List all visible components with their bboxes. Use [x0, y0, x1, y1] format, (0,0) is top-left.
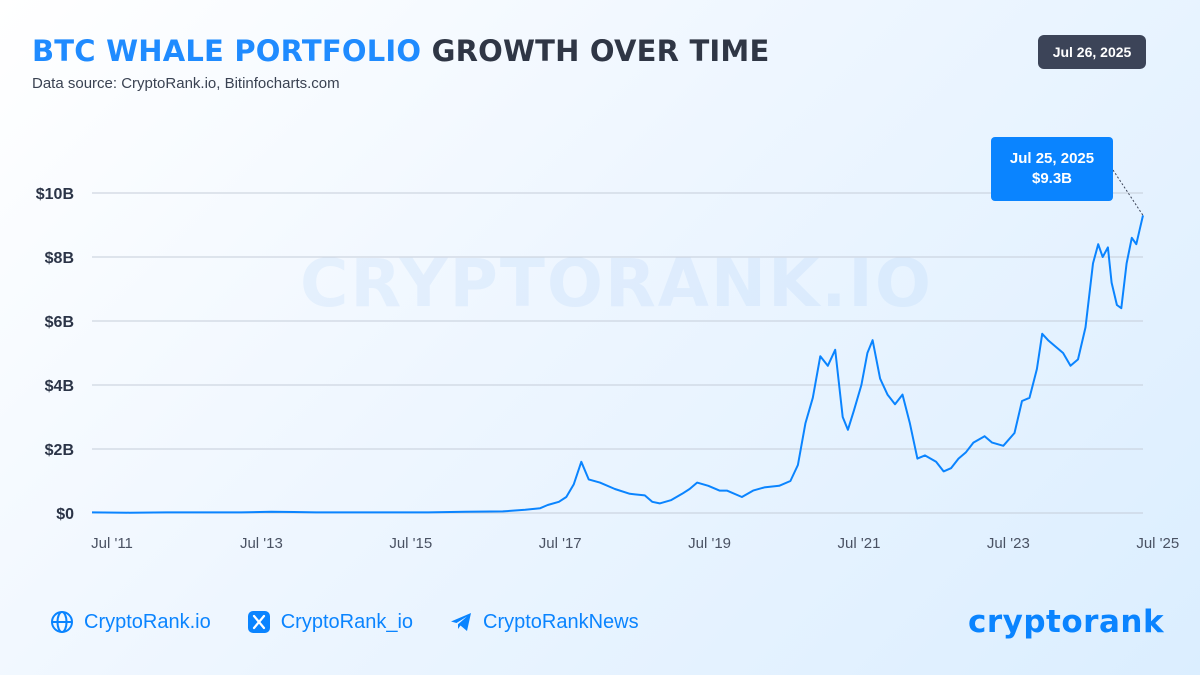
x-tick-label: Jul '25 [1136, 535, 1179, 552]
x-logo-icon [247, 611, 270, 633]
data-source-subtitle: Data source: CryptoRank.io, Bitinfochart… [32, 75, 340, 92]
x-handle-label: CryptoRank_io [280, 610, 414, 633]
title-highlight: BTC WHALE PORTFOLIO [32, 34, 422, 68]
callout-connector [1112, 169, 1144, 216]
x-tick-label: Jul '13 [240, 535, 283, 552]
latest-value-callout: Jul 25, 2025 $9.3B [991, 137, 1113, 201]
watermark-text: CRYPTORANK.IO [300, 245, 933, 322]
y-tick-label: $2B [45, 442, 74, 459]
y-tick-label: $10B [36, 186, 74, 203]
y-tick-label: $8B [45, 250, 74, 267]
telegram-label: CryptoRankNews [483, 610, 639, 633]
y-tick-label: $4B [45, 378, 74, 395]
x-tick-label: Jul '15 [389, 535, 432, 552]
brand-logo: cryptorank [968, 604, 1165, 640]
callout-value: $9.3B [1031, 170, 1073, 187]
x-link[interactable]: CryptoRank_io [247, 610, 413, 634]
x-axis-tick-labels: Jul '11 Jul '13 Jul '15 Jul '17 Jul '19 Jul '… [91, 535, 1179, 552]
telegram-link[interactable]: CryptoRankNews [449, 610, 639, 634]
x-tick-label: Jul '17 [539, 535, 582, 552]
website-link[interactable]: CryptoRank.io [50, 610, 211, 634]
chart-title: BTC WHALE PORTFOLIO GROWTH OVER TIME [32, 34, 769, 68]
x-tick-label: Jul '23 [987, 535, 1030, 552]
callout-date: Jul 25, 2025 [1009, 150, 1095, 167]
telegram-icon [451, 613, 472, 631]
globe-icon [51, 611, 73, 633]
series-line-0 [91, 215, 1144, 514]
website-label: CryptoRank.io [84, 610, 211, 633]
footer-links: CryptoRank.io CryptoRank_io CryptoRankNe… [50, 610, 639, 634]
series-group [91, 169, 1144, 514]
grid-lines [92, 192, 1143, 514]
date-badge: Jul 26, 2025 [1038, 35, 1146, 69]
x-tick-label: Jul '19 [688, 535, 731, 552]
title-rest: GROWTH OVER TIME [431, 34, 770, 68]
x-tick-label: Jul '11 [91, 535, 133, 552]
y-tick-label: $0 [56, 506, 74, 523]
y-axis-tick-labels: $0 $2B $4B $6B $8B $10B [36, 186, 74, 523]
x-tick-label: Jul '21 [838, 535, 881, 552]
y-tick-label: $6B [45, 314, 74, 331]
